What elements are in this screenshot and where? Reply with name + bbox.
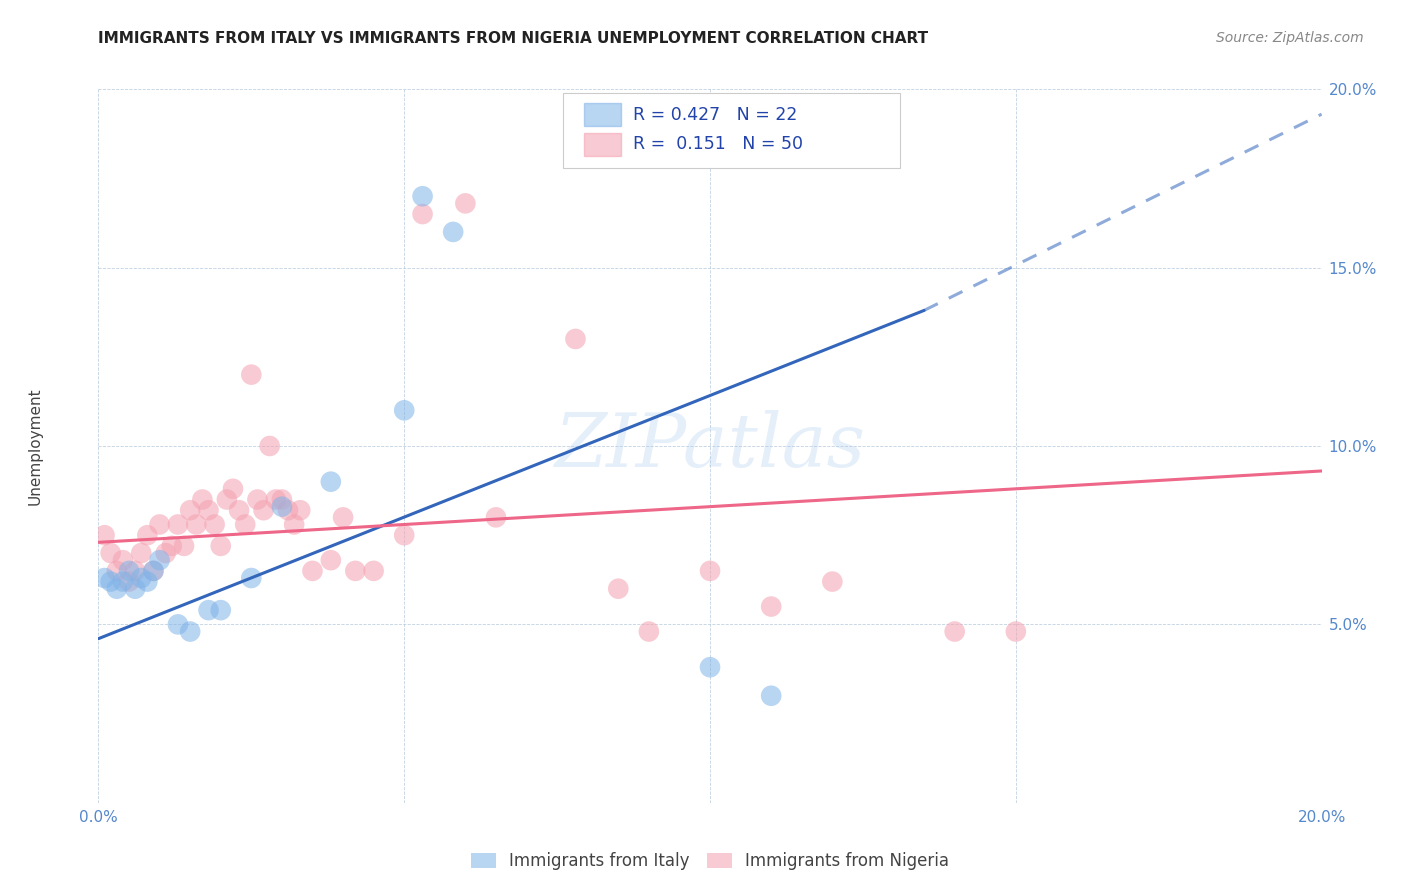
Point: [100, 574, 122, 589]
Text: R =  0.151   N = 50: R = 0.151 N = 50: [633, 136, 803, 153]
Point: [209, 539, 232, 553]
Point: [160, 539, 183, 553]
Point: [167, 617, 190, 632]
Point: [392, 403, 416, 417]
Point: [412, 189, 434, 203]
Point: [93, 528, 115, 542]
Point: [240, 368, 263, 382]
Point: [277, 503, 299, 517]
Point: [228, 503, 250, 517]
Point: [270, 492, 292, 507]
Point: [100, 546, 122, 560]
Point: [821, 574, 844, 589]
Point: [93, 571, 115, 585]
Point: [149, 517, 172, 532]
Text: IMMIGRANTS FROM ITALY VS IMMIGRANTS FROM NIGERIA UNEMPLOYMENT CORRELATION CHART: IMMIGRANTS FROM ITALY VS IMMIGRANTS FROM…: [98, 31, 928, 46]
Point: [179, 503, 201, 517]
Point: [167, 517, 190, 532]
Point: [1004, 624, 1026, 639]
Point: [186, 517, 208, 532]
Point: [485, 510, 508, 524]
Point: [759, 599, 782, 614]
Point: [264, 492, 287, 507]
Point: [118, 564, 141, 578]
Legend: Immigrants from Italy, Immigrants from Nigeria: Immigrants from Italy, Immigrants from N…: [464, 846, 956, 877]
Point: [943, 624, 966, 639]
Point: [319, 475, 342, 489]
Point: [111, 574, 134, 589]
FancyBboxPatch shape: [583, 103, 620, 127]
Point: [142, 564, 165, 578]
Point: [222, 482, 245, 496]
Point: [197, 503, 219, 517]
FancyBboxPatch shape: [564, 93, 900, 168]
Point: [699, 564, 721, 578]
Point: [179, 624, 201, 639]
Point: [204, 517, 226, 532]
Point: [233, 517, 256, 532]
Point: [240, 571, 263, 585]
Point: [142, 564, 165, 578]
Text: Source: ZipAtlas.com: Source: ZipAtlas.com: [1216, 31, 1364, 45]
Point: [392, 528, 416, 542]
Point: [173, 539, 195, 553]
Point: [191, 492, 214, 507]
FancyBboxPatch shape: [583, 133, 620, 155]
Point: [607, 582, 630, 596]
Point: [454, 196, 477, 211]
Point: [259, 439, 281, 453]
Point: [111, 553, 134, 567]
Point: [105, 564, 128, 578]
Point: [252, 503, 274, 517]
Point: [197, 603, 219, 617]
Point: [129, 571, 152, 585]
Point: [363, 564, 385, 578]
Text: R = 0.427   N = 22: R = 0.427 N = 22: [633, 106, 797, 124]
Point: [283, 517, 305, 532]
Point: [319, 553, 342, 567]
Point: [637, 624, 661, 639]
Point: [759, 689, 782, 703]
Point: [332, 510, 354, 524]
Point: [270, 500, 292, 514]
Point: [215, 492, 238, 507]
Point: [209, 603, 232, 617]
Point: [412, 207, 434, 221]
Text: ZIPatlas: ZIPatlas: [554, 409, 866, 483]
Point: [149, 553, 172, 567]
Point: [124, 582, 146, 596]
Point: [105, 582, 128, 596]
Point: [441, 225, 464, 239]
Text: Unemployment: Unemployment: [28, 387, 42, 505]
Point: [136, 528, 159, 542]
Point: [136, 574, 159, 589]
Point: [290, 503, 312, 517]
Point: [124, 564, 146, 578]
Point: [246, 492, 269, 507]
Point: [564, 332, 586, 346]
Point: [301, 564, 323, 578]
Point: [155, 546, 177, 560]
Point: [699, 660, 721, 674]
Point: [118, 574, 141, 589]
Point: [129, 546, 152, 560]
Point: [344, 564, 367, 578]
